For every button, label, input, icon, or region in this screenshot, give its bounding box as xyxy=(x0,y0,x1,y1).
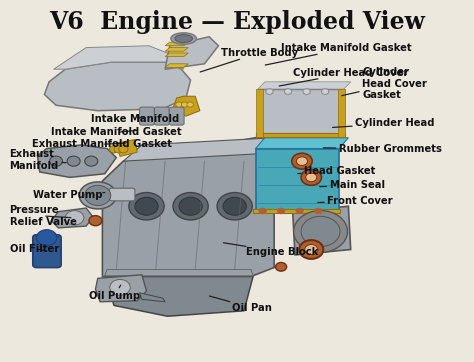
Circle shape xyxy=(321,89,329,94)
Polygon shape xyxy=(165,64,188,67)
Circle shape xyxy=(217,193,252,220)
Circle shape xyxy=(36,230,57,245)
Circle shape xyxy=(65,211,84,225)
Circle shape xyxy=(187,102,193,107)
Circle shape xyxy=(299,240,323,259)
Text: Main Seal: Main Seal xyxy=(319,180,385,190)
Polygon shape xyxy=(105,269,253,276)
FancyBboxPatch shape xyxy=(169,107,184,125)
Polygon shape xyxy=(37,145,116,177)
Text: Intake Manifold Gasket: Intake Manifold Gasket xyxy=(51,127,182,137)
Polygon shape xyxy=(95,275,146,302)
Circle shape xyxy=(114,146,123,153)
Ellipse shape xyxy=(175,35,192,42)
Circle shape xyxy=(109,146,118,153)
Circle shape xyxy=(173,193,208,220)
Circle shape xyxy=(89,216,102,226)
Text: Throttle Body: Throttle Body xyxy=(200,48,298,72)
Polygon shape xyxy=(165,42,188,46)
Polygon shape xyxy=(255,138,348,148)
Text: Head Gasket: Head Gasket xyxy=(298,166,376,176)
Polygon shape xyxy=(256,89,263,137)
Polygon shape xyxy=(45,62,191,111)
Text: Front Cover: Front Cover xyxy=(318,196,393,206)
Polygon shape xyxy=(338,89,345,137)
Circle shape xyxy=(176,102,182,107)
Polygon shape xyxy=(165,37,219,69)
Circle shape xyxy=(266,89,273,94)
Polygon shape xyxy=(256,134,345,137)
Circle shape xyxy=(179,197,202,215)
Polygon shape xyxy=(54,46,183,69)
Circle shape xyxy=(182,102,188,107)
Polygon shape xyxy=(139,293,165,302)
FancyBboxPatch shape xyxy=(139,107,155,125)
Polygon shape xyxy=(255,148,339,210)
Circle shape xyxy=(296,208,303,214)
FancyBboxPatch shape xyxy=(109,188,135,201)
Text: Pressure
Relief Valve: Pressure Relief Valve xyxy=(9,205,76,227)
Text: Intake Manifold Gasket: Intake Manifold Gasket xyxy=(265,43,412,65)
Circle shape xyxy=(293,211,347,252)
Polygon shape xyxy=(123,138,274,161)
Polygon shape xyxy=(258,89,344,134)
Circle shape xyxy=(275,262,287,271)
Circle shape xyxy=(259,208,266,214)
Text: Oil Pan: Oil Pan xyxy=(210,296,272,313)
Polygon shape xyxy=(51,208,93,228)
Polygon shape xyxy=(253,209,340,213)
Text: V6  Engine — Exploded View: V6 Engine — Exploded View xyxy=(49,10,425,34)
Text: Intake Manifold: Intake Manifold xyxy=(91,114,179,124)
Ellipse shape xyxy=(79,182,116,209)
Ellipse shape xyxy=(171,33,196,44)
Polygon shape xyxy=(172,96,200,116)
Polygon shape xyxy=(292,206,351,255)
Circle shape xyxy=(284,89,292,94)
Polygon shape xyxy=(165,53,188,56)
Circle shape xyxy=(303,89,310,94)
Text: Oil Filter: Oil Filter xyxy=(9,244,59,254)
Text: Exhaust Manifold Gasket: Exhaust Manifold Gasket xyxy=(32,139,172,149)
Circle shape xyxy=(292,153,312,169)
Circle shape xyxy=(301,216,340,247)
Circle shape xyxy=(306,173,317,182)
Text: Cylinder
Head Cover
Gasket: Cylinder Head Cover Gasket xyxy=(342,67,427,100)
Circle shape xyxy=(110,279,130,295)
Circle shape xyxy=(277,208,285,214)
Text: Cylinder Head: Cylinder Head xyxy=(333,118,435,128)
Circle shape xyxy=(135,197,158,215)
Circle shape xyxy=(85,185,111,206)
Circle shape xyxy=(118,146,128,153)
Circle shape xyxy=(296,157,308,165)
Circle shape xyxy=(315,208,322,214)
FancyBboxPatch shape xyxy=(155,107,169,125)
Circle shape xyxy=(223,197,246,215)
Polygon shape xyxy=(105,276,253,316)
Text: Cylinder Head Cover: Cylinder Head Cover xyxy=(279,68,408,86)
Circle shape xyxy=(305,244,318,254)
Circle shape xyxy=(129,193,164,220)
Circle shape xyxy=(67,156,80,166)
Text: Water Pump: Water Pump xyxy=(33,190,105,201)
FancyBboxPatch shape xyxy=(33,235,61,268)
Circle shape xyxy=(49,156,63,166)
Circle shape xyxy=(301,169,321,185)
Text: Exhaust
Manifold: Exhaust Manifold xyxy=(9,149,66,171)
Polygon shape xyxy=(258,82,351,89)
Text: Rubber Grommets: Rubber Grommets xyxy=(323,144,442,153)
Text: Engine Block: Engine Block xyxy=(224,243,319,257)
Polygon shape xyxy=(102,138,274,277)
Polygon shape xyxy=(116,139,137,156)
Text: Oil Pump: Oil Pump xyxy=(90,285,141,301)
Polygon shape xyxy=(165,47,188,51)
Circle shape xyxy=(85,156,98,166)
